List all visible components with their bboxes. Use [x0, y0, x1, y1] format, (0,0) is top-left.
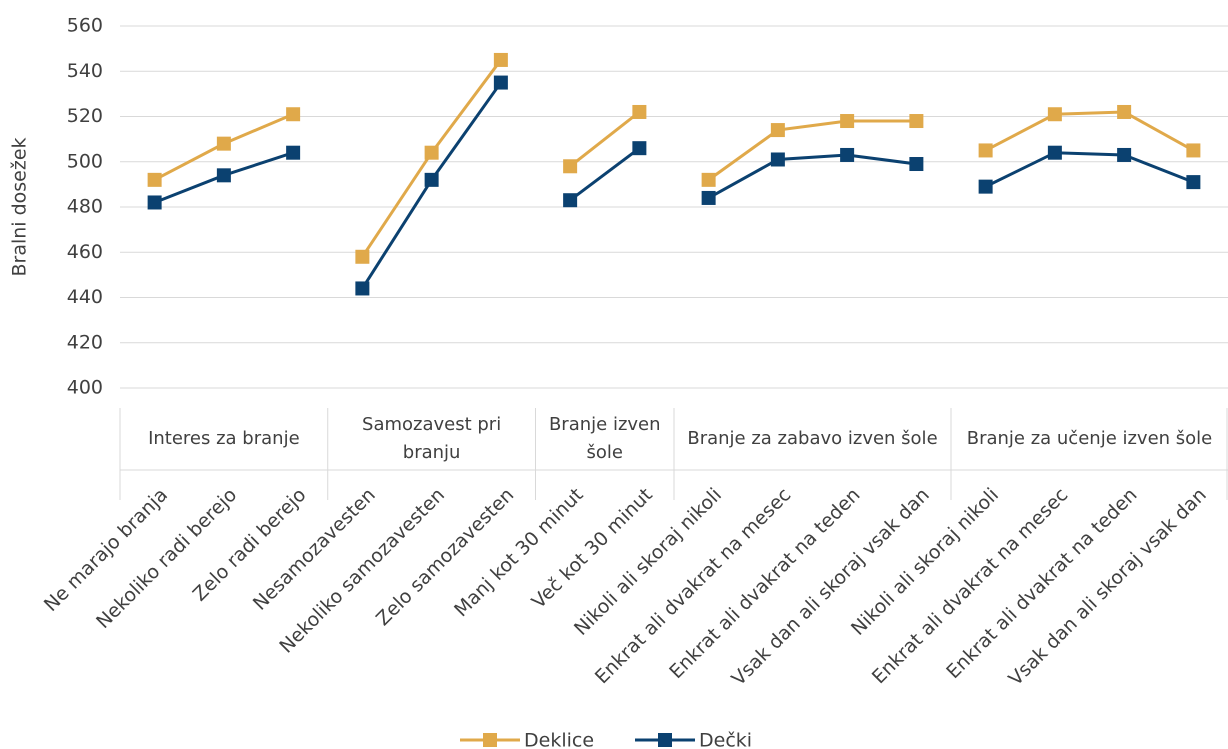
point-marker [978, 179, 993, 194]
y-axis-label: Bralni dosežek [9, 137, 31, 276]
point-marker [563, 159, 578, 174]
point-marker [1117, 104, 1132, 119]
y-tick-label: 500 [67, 150, 103, 172]
series-line [984, 110, 1195, 152]
x-tick-label: Več kot 30 minut [528, 484, 657, 613]
x-tick-label: Ne marajo branja [40, 484, 172, 616]
point-marker [632, 141, 647, 156]
series-line [984, 151, 1194, 188]
point-marker [424, 145, 439, 160]
y-tick-label: 420 [67, 331, 103, 353]
legend-marker [658, 733, 672, 747]
point-marker [563, 193, 578, 208]
point-marker [701, 190, 716, 205]
point-marker [1047, 107, 1062, 122]
group-label: Samozavest pri branju [362, 414, 502, 463]
x-tick-label: Nekoliko radi berejo [92, 484, 241, 633]
x-tick-label: Zelo samozavesten [372, 484, 518, 630]
point-marker [216, 168, 231, 183]
point-marker [286, 107, 301, 122]
point-marker [701, 172, 716, 187]
x-tick-label: Nesamozavesten [249, 484, 380, 615]
legend-label: Deklice [524, 730, 594, 749]
series-line [569, 110, 641, 168]
point-marker [1117, 147, 1132, 162]
point-marker [355, 281, 370, 296]
point-marker [909, 114, 924, 129]
point-marker [1186, 175, 1201, 190]
point-marker [840, 147, 855, 162]
group-label: Branje za zabavo izven šole [687, 428, 938, 449]
point-marker [632, 104, 647, 119]
point-marker [286, 145, 301, 160]
point-marker [493, 75, 508, 90]
point-marker [770, 123, 785, 138]
y-tick-label: 400 [67, 377, 103, 399]
group-label: Interes za branje [148, 428, 300, 449]
point-marker [770, 152, 785, 167]
point-marker [147, 195, 162, 210]
y-tick-label: 520 [67, 105, 103, 127]
point-marker [840, 114, 855, 129]
point-marker [147, 172, 162, 187]
point-marker [355, 249, 370, 264]
series-line [569, 146, 641, 202]
legend-marker [483, 733, 497, 747]
point-marker [424, 172, 439, 187]
point-marker [1186, 143, 1201, 158]
point-marker [978, 143, 993, 158]
group-label: Branje izven šole [548, 414, 661, 463]
series-line [707, 119, 917, 182]
legend-label: Dečki [699, 730, 752, 749]
y-tick-label: 460 [67, 241, 103, 263]
group-label: Branje za učenje izven šole [966, 428, 1213, 449]
y-tick-label: 540 [67, 60, 103, 82]
y-tick-label: 480 [67, 196, 103, 218]
point-marker [909, 157, 924, 172]
point-marker [216, 136, 231, 151]
point-marker [1047, 145, 1062, 160]
series-line [707, 153, 917, 200]
y-tick-label: 560 [67, 15, 103, 37]
x-tick-label: Manj kot 30 minut [450, 484, 587, 621]
y-tick-label: 440 [67, 286, 103, 308]
point-marker [493, 52, 508, 67]
